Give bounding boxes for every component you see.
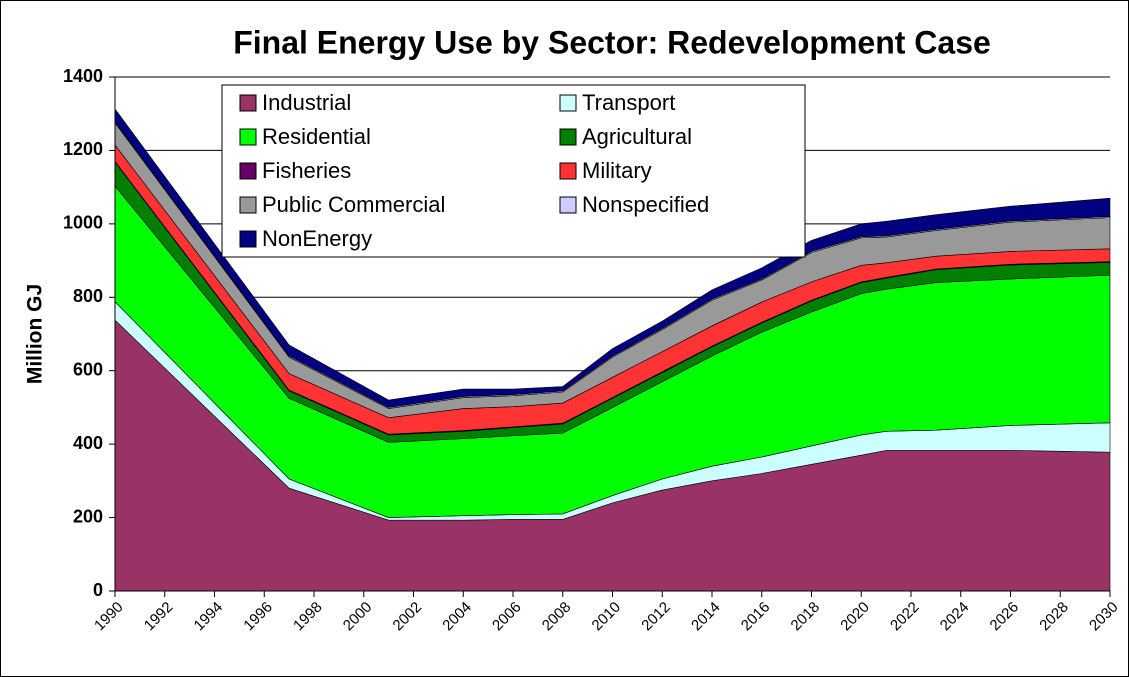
legend-swatch bbox=[239, 196, 257, 214]
y-tick-label: 200 bbox=[73, 506, 103, 526]
legend-swatch bbox=[239, 128, 257, 146]
y-tick-label: 400 bbox=[73, 433, 103, 453]
legend-label: Military bbox=[582, 158, 652, 183]
legend: Industrial Transport Residential Agricultur… bbox=[221, 84, 806, 258]
legend-label: Residential bbox=[262, 124, 371, 149]
y-tick-label: 0 bbox=[93, 580, 103, 600]
legend-label: Industrial bbox=[262, 90, 351, 115]
y-tick-label: 600 bbox=[73, 359, 103, 379]
legend-swatch bbox=[559, 162, 577, 180]
legend-swatch bbox=[239, 94, 257, 112]
legend-box bbox=[221, 84, 806, 258]
legend-swatch bbox=[239, 162, 257, 180]
legend-swatch bbox=[559, 94, 577, 112]
legend-label: Transport bbox=[582, 90, 675, 115]
legend-label: Agricultural bbox=[582, 124, 692, 149]
legend-label: Nonspecified bbox=[582, 192, 709, 217]
y-tick-label: 1200 bbox=[63, 139, 103, 159]
y-tick-label: 1000 bbox=[63, 213, 103, 233]
area bbox=[114, 108, 1111, 408]
y-tick-label: 1400 bbox=[63, 66, 103, 86]
y-axis-label: Million GJ bbox=[24, 284, 47, 384]
legend-swatch bbox=[239, 230, 257, 248]
y-tick-label: 800 bbox=[73, 286, 103, 306]
legend-swatch bbox=[559, 128, 577, 146]
legend-label: NonEnergy bbox=[262, 226, 372, 251]
chart-title: Final Energy Use by Sector: Redevelopmen… bbox=[233, 24, 991, 60]
legend-label: Fisheries bbox=[262, 158, 351, 183]
legend-label: Public Commercial bbox=[262, 192, 445, 217]
legend-swatch bbox=[559, 196, 577, 214]
